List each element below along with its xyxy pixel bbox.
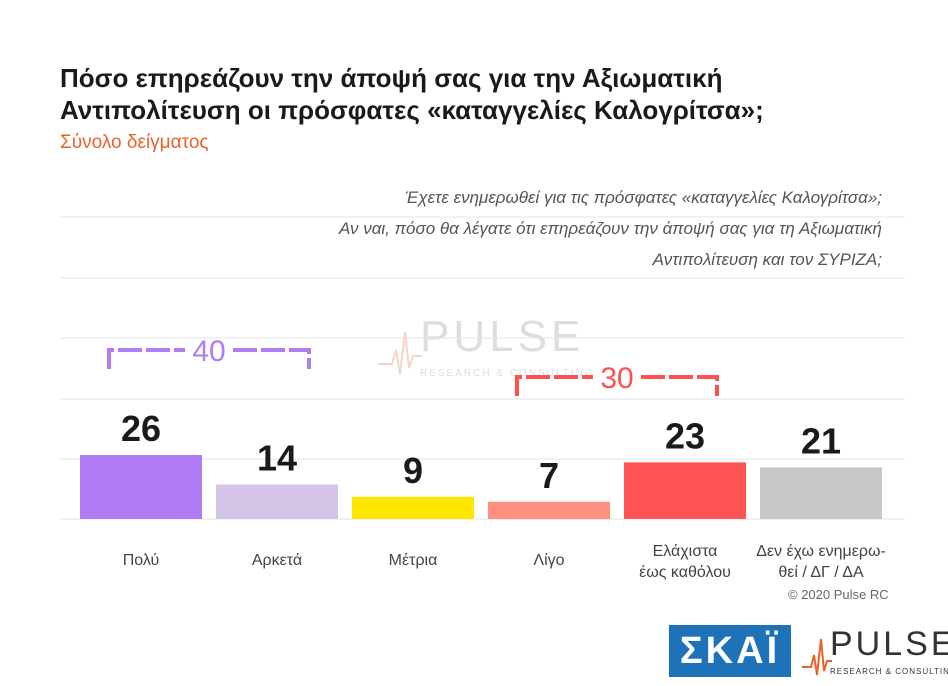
watermark-word: PULSE	[420, 312, 585, 361]
watermark-tagline: RESEARCH & CONSULTING	[420, 368, 595, 379]
pulse-logo-tagline: RESEARCH & CONSULTING	[830, 667, 948, 676]
survey-question: Έχετε ενημερωθεί για τις πρόσφατες «κατα…	[339, 182, 882, 275]
copyright-notice: © 2020 Pulse RC	[788, 587, 889, 602]
data-label-6: 21	[801, 420, 841, 461]
pulse-watermark: PULSE RESEARCH & CONSULTING	[378, 312, 598, 392]
group-bracket-right-2	[641, 375, 719, 396]
category-label-3: Μέτρια	[389, 552, 438, 569]
chart-subtitle: Σύνολο δείγματος	[60, 132, 209, 153]
bar-5	[624, 462, 746, 519]
chart-title: Πόσο επηρεάζουν την άποψή σας για την Αξ…	[60, 62, 880, 126]
bar-4	[488, 501, 610, 519]
pulse-logo-word: PULSE	[830, 625, 948, 663]
pulse-wave-icon	[378, 331, 422, 375]
title-line-2: Αντιπολίτευση οι πρόσφατες «καταγγελίες …	[60, 95, 764, 125]
question-line-2: Αν ναι, πόσο θα λέγατε ότι επηρεάζουν τη…	[338, 219, 882, 238]
data-label-2: 14	[257, 438, 297, 479]
bar-3	[352, 496, 474, 519]
pulse-logo: PULSE RESEARCH & CONSULTING	[802, 625, 948, 681]
chart-group-brackets: 40 30	[107, 335, 719, 396]
group-bracket-left-2	[515, 375, 593, 396]
category-label-4: Λίγο	[533, 552, 564, 569]
group-bracket-left-1	[107, 348, 185, 369]
group-label-2: 30	[600, 362, 633, 395]
pulse-wave-icon	[802, 638, 832, 676]
skai-logo: ΣΚΑΪ	[669, 625, 791, 677]
title-line-1: Πόσο επηρεάζουν την άποψή σας για την Αξ…	[60, 63, 723, 93]
question-line-1: Έχετε ενημερωθεί για τις πρόσφατες «κατα…	[404, 188, 882, 207]
data-label-3: 9	[403, 450, 423, 491]
category-label-6: Δεν έχω ενημερω-θεί / ΔΓ / ΔΑ	[756, 543, 886, 581]
question-line-3: Αντιπολίτευση και τον ΣΥΡΙΖΑ;	[652, 250, 882, 269]
bar-1	[80, 455, 202, 519]
data-label-1: 26	[121, 408, 161, 449]
data-label-4: 7	[539, 455, 559, 496]
category-label-2: Αρκετά	[252, 552, 302, 569]
chart-bars: 26 Πολύ 14 Αρκετά 9 Μέτρια 7 Λίγο 23 Ελάχιστα έως …	[80, 408, 886, 581]
data-label-5: 23	[665, 415, 705, 456]
group-bracket-right-1	[233, 348, 311, 369]
bar-2	[216, 484, 338, 519]
category-label-5: Ελάχιστα έως καθόλου	[639, 543, 731, 581]
category-label-1: Πολύ	[123, 552, 160, 569]
group-label-1: 40	[192, 335, 225, 368]
bar-6	[760, 467, 882, 519]
